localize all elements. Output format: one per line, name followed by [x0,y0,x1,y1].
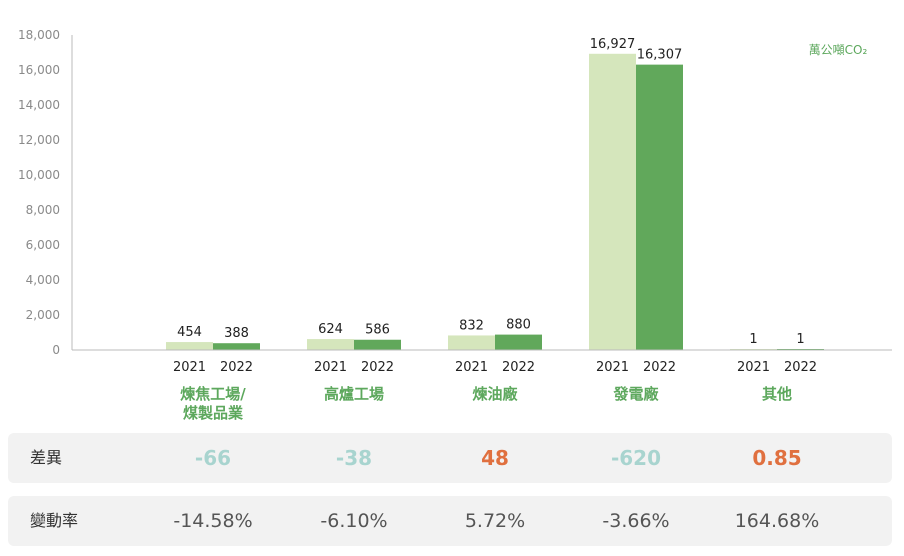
change-rate-row: 變動率 -14.58% -6.10% 5.72% -3.66% 164.68% [8,496,892,546]
change-rate-label: 變動率 [30,511,79,530]
y-tick-label: 10,000 [18,168,60,182]
unit-label: 萬公噸CO₂ [809,43,868,57]
difference-value: -66 [194,446,232,470]
x-year-label: 2022 [784,360,817,375]
bar-2021 [589,53,636,351]
y-tick-label: 0 [52,343,60,357]
bar-2021 [166,342,213,350]
category-label: 煤製品業 [183,404,244,422]
data-label: 454 [177,325,202,340]
y-tick-label: 12,000 [18,133,60,147]
difference-value: 0.85 [752,446,802,470]
x-year-label: 2022 [502,360,535,375]
y-tick-label: 18,000 [18,28,60,42]
change-rate-value: 164.68% [734,510,820,532]
difference-label: 差異 [30,448,63,467]
difference-value: -620 [610,446,662,470]
y-tick-label: 6,000 [26,238,60,252]
difference-row: 差異 -66 -38 48 -620 0.85 [8,433,892,483]
difference-value: 48 [481,446,509,470]
change-rate-value: -14.58% [173,510,253,532]
data-label: 586 [365,323,390,338]
x-year-label: 2022 [361,360,394,375]
change-rate-value: -6.10% [320,510,388,532]
y-tick-label: 14,000 [18,98,60,112]
y-tick-label: 8,000 [26,203,60,217]
category-label: 煉油廠 [471,385,518,403]
x-year-label: 2021 [173,360,206,375]
bar-2022 [636,64,683,350]
data-label: 388 [224,326,249,341]
change-rate-value: -3.66% [602,510,670,532]
y-tick-label: 2,000 [26,308,60,322]
bar-2022 [213,343,260,350]
x-year-label: 2021 [596,360,629,375]
bar-2022 [495,334,542,350]
category-label: 發電廠 [612,385,659,403]
y-axis: 0 2,000 4,000 6,000 8,000 10,000 12,000 14,000 1… [18,28,73,357]
x-year-label: 2021 [737,360,770,375]
bars [166,53,824,351]
data-label: 624 [318,322,343,337]
x-year-label: 2021 [314,360,347,375]
change-rate-value: 5.72% [464,510,526,532]
bar-chart: 0 2,000 4,000 6,000 8,000 10,000 12,000 14,000 1… [18,28,892,422]
data-label: 1 [749,332,757,347]
bar-2021 [448,335,495,350]
bar-2022 [354,339,401,350]
data-label: 880 [506,318,531,333]
bar-2021 [307,339,354,350]
data-label: 16,307 [637,48,683,63]
x-year-label: 2022 [220,360,253,375]
data-label: 16,927 [590,37,636,52]
difference-value: -38 [335,446,373,470]
category-label: 其他 [762,385,792,403]
y-tick-label: 4,000 [26,273,60,287]
category-label: 煉焦工場/ [179,385,246,403]
data-label: 1 [796,332,804,347]
x-axis: 2021 2022 煉焦工場/煤製品業 2021 2022 高爐工場 2021 2022 煉油廠… [72,349,892,422]
category-label: 高爐工場 [324,385,384,403]
x-year-label: 2022 [643,360,676,375]
x-year-label: 2021 [455,360,488,375]
y-tick-label: 16,000 [18,63,60,77]
data-label: 832 [459,318,484,333]
